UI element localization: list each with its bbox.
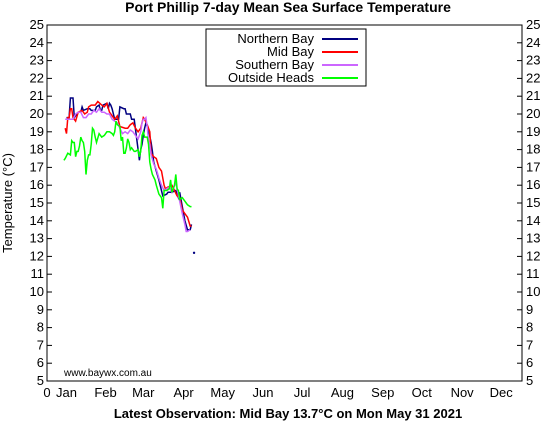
- y-tick-label-right: 10: [526, 284, 540, 299]
- x-tick-label: Jul: [294, 385, 311, 400]
- x-tick-label: Jan: [56, 385, 77, 400]
- y-tick-label-left: 12: [30, 248, 44, 263]
- y-tick-label-left: 8: [37, 320, 44, 335]
- x-axis: 0 Jan Feb Mar Apr May Jun Jul Aug Sep Oct Nov Dec: [43, 385, 513, 400]
- legend-label: Southern Bay: [235, 57, 314, 72]
- y-tick-label-right: 21: [526, 88, 540, 103]
- y-tick-label-right: 22: [526, 70, 540, 85]
- y-tick-label-left: 15: [30, 195, 44, 210]
- y-tick-label-right: 5: [526, 373, 533, 388]
- watermark: www.baywx.com.au: [63, 368, 152, 379]
- x-tick-label: Jun: [253, 385, 274, 400]
- series-line-outside-heads: [63, 120, 192, 209]
- y-tick-label-left: 24: [30, 35, 44, 50]
- y-tick-label-right: 6: [526, 355, 533, 370]
- y-tick-label-left: 5: [37, 373, 44, 388]
- y-tick-label-right: 19: [526, 124, 540, 139]
- chart-title: Port Phillip 7-day Mean Sea Surface Temp…: [125, 0, 451, 15]
- y-tick-label-right: 20: [526, 106, 540, 121]
- y-tick-label-left: 13: [30, 231, 44, 246]
- y-tick-label-left: 9: [37, 302, 44, 317]
- x-tick-label: Apr: [174, 385, 195, 400]
- y-tick-label-right: 9: [526, 302, 533, 317]
- y-tick-label-left: 10: [30, 284, 44, 299]
- y-tick-label-left: 11: [31, 266, 45, 281]
- y-tick-label-right: 16: [526, 177, 540, 192]
- x-tick-label: May: [210, 385, 235, 400]
- y-tick-label-left: 25: [30, 17, 44, 32]
- y-tick-label-right: 12: [526, 248, 540, 263]
- y-tick-label-right: 15: [526, 195, 540, 210]
- y-tick-label-right: 8: [526, 320, 533, 335]
- y-tick-label-right: 13: [526, 231, 540, 246]
- y-tick-label-left: 21: [30, 88, 44, 103]
- y-tick-label-right: 25: [526, 17, 540, 32]
- y-axis-label: Temperature (°C): [0, 153, 15, 253]
- y-axis-right: 5 6 7 8 9 10 11 12 13 14 15 16 17 18 19 20 21 22 23 24 25: [517, 17, 540, 388]
- y-tick-label-right: 24: [526, 35, 540, 50]
- footer-latest-observation: Latest Observation: Mid Bay 13.7°C on Mo…: [114, 406, 462, 421]
- y-tick-label-left: 14: [30, 213, 44, 228]
- y-axis-left: 5 6 7 8 9 10 11 12 13 14 15 16 17 18 19 20 21 22 23 24 25: [30, 17, 52, 388]
- y-tick-label-left: 18: [30, 142, 44, 157]
- legend-label: Mid Bay: [267, 44, 314, 59]
- x-tick-label: Nov: [451, 385, 475, 400]
- series-layer: [63, 97, 196, 255]
- legend-label: Outside Heads: [228, 70, 314, 85]
- x-tick-label: Feb: [94, 385, 116, 400]
- y-tick-label-right: 18: [526, 142, 540, 157]
- y-tick-label-right: 23: [526, 53, 540, 68]
- x-tick-label: 0: [43, 385, 50, 400]
- y-tick-label-left: 17: [30, 159, 44, 174]
- y-tick-label-left: 22: [30, 70, 44, 85]
- y-tick-label-left: 7: [37, 337, 44, 352]
- y-tick-label-right: 7: [526, 337, 533, 352]
- x-tick-label: Mar: [132, 385, 155, 400]
- x-tick-label: Dec: [490, 385, 514, 400]
- y-tick-label-left: 19: [30, 124, 44, 139]
- latest-point: [192, 251, 196, 255]
- y-tick-label-left: 20: [30, 106, 44, 121]
- y-tick-label-right: 14: [526, 213, 540, 228]
- y-tick-label-right: 11: [526, 266, 540, 281]
- x-tick-label: Sep: [371, 385, 394, 400]
- y-tick-label-left: 16: [30, 177, 44, 192]
- y-tick-label-left: 6: [37, 355, 44, 370]
- x-tick-label: Oct: [412, 385, 433, 400]
- y-tick-label-right: 17: [526, 159, 540, 174]
- legend-label: Northern Bay: [237, 31, 314, 46]
- x-tick-label: Aug: [331, 385, 354, 400]
- y-tick-label-left: 23: [30, 53, 44, 68]
